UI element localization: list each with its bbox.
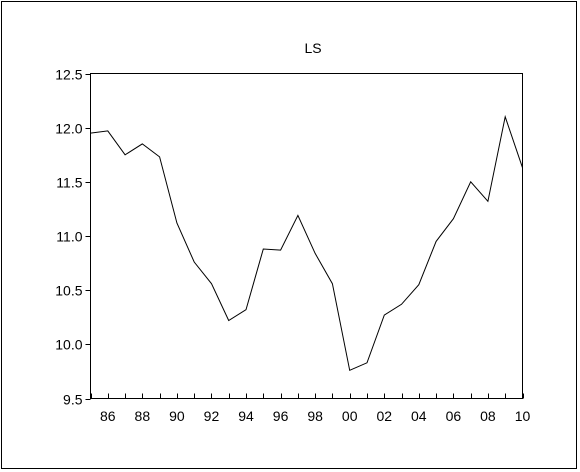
series-line <box>90 114 523 372</box>
x-tick-label: 98 <box>307 408 323 424</box>
y-axis: 9.5 10.0 10.5 11.0 11.5 12.0 12.5 <box>55 67 91 408</box>
x-tick-label: 94 <box>238 408 254 424</box>
x-tick-label: 10 <box>515 408 531 424</box>
x-tick-label: 02 <box>376 408 392 424</box>
y-tick-label: 12.0 <box>55 121 82 137</box>
x-tick-label: 06 <box>446 408 462 424</box>
y-tick-label: 10.5 <box>55 283 82 299</box>
x-axis: 86 88 90 92 94 96 98 00 02 04 06 08 10 <box>91 393 531 424</box>
y-tick-label: 11.0 <box>56 229 82 245</box>
y-tick-label: 12.5 <box>55 67 82 83</box>
x-tick-label: 92 <box>204 408 220 424</box>
x-tick-label: 04 <box>411 408 427 424</box>
x-tick-label: 90 <box>169 408 185 424</box>
x-tick-label: 88 <box>135 408 151 424</box>
y-tick-label: 9.5 <box>63 392 83 408</box>
x-tick-label: 08 <box>480 408 496 424</box>
x-tick-label: 86 <box>100 408 116 424</box>
chart-title: LS <box>304 40 321 56</box>
x-tick-label: 96 <box>273 408 289 424</box>
x-tick-label: 00 <box>342 408 358 424</box>
y-tick-label: 11.5 <box>56 175 82 191</box>
y-tick-label: 10.0 <box>55 337 82 353</box>
plot-area <box>90 73 523 399</box>
